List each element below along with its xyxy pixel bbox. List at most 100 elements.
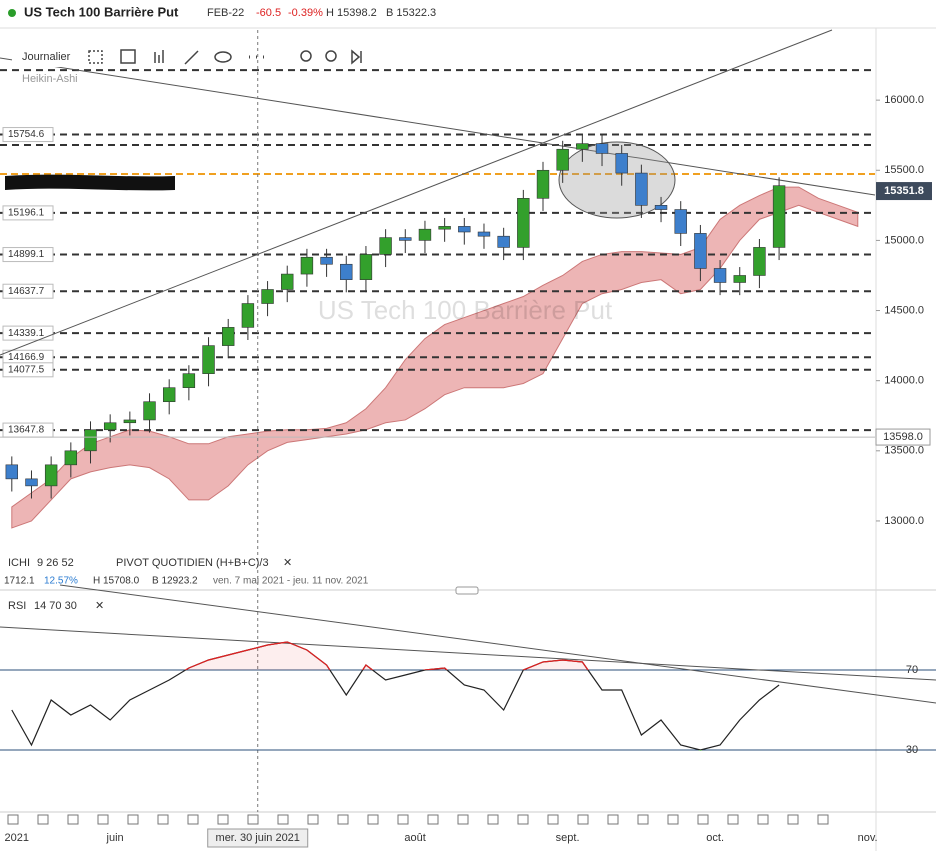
range: 1712.1 — [4, 576, 35, 587]
split-icon[interactable] — [120, 49, 136, 64]
draw-icon[interactable] — [184, 50, 199, 65]
last-price-label: 15351.8 — [884, 185, 924, 197]
trend-line — [0, 57, 876, 196]
change: -60.5 — [256, 7, 281, 19]
event-icon — [277, 814, 289, 825]
eye-icon[interactable] — [214, 51, 232, 63]
x-tick-label: juin — [106, 832, 124, 844]
x-tick-label: nov. — [858, 832, 878, 844]
ref-price-label: 13598.0 — [883, 431, 923, 443]
candle-body — [222, 327, 235, 346]
x-tick-label: août — [404, 832, 425, 844]
status-dot — [8, 9, 16, 17]
candle-body — [753, 247, 766, 276]
candle-body — [438, 226, 451, 230]
chart-style[interactable]: Heikin-Ashi — [22, 73, 78, 85]
candle-body — [182, 373, 196, 388]
crosshair-label: mer. 30 juin 2021 — [216, 832, 300, 844]
contract: FEB-22 — [207, 7, 244, 19]
period-high: H 15708.0 — [93, 576, 140, 587]
watermark: US Tech 100 Barrière Put — [318, 295, 613, 325]
y-tick-label: 13500.0 — [884, 445, 924, 457]
event-icon — [817, 814, 829, 825]
close-indicator[interactable]: ✕ — [95, 600, 104, 612]
event-icon — [127, 814, 139, 825]
change-pct: -0.39% — [288, 7, 323, 19]
candle-body — [379, 237, 392, 255]
candle-body — [517, 198, 530, 248]
candle-body — [84, 429, 97, 452]
rsi-params: 14 70 30 — [34, 600, 77, 612]
candle-body — [261, 289, 274, 304]
level-label-bg — [2, 362, 54, 378]
event-icon — [787, 814, 799, 825]
candle-body — [654, 205, 668, 210]
layout-icon[interactable] — [88, 50, 103, 64]
y-tick-label: 70 — [906, 664, 918, 676]
y-tick-label: 13000.0 — [884, 515, 924, 527]
event-icon — [7, 814, 19, 825]
candle-body — [733, 275, 746, 283]
zoom-in-icon[interactable] — [325, 50, 337, 62]
bars-icon[interactable] — [154, 50, 164, 63]
level-label: 15196.1 — [8, 208, 45, 219]
candle-body — [772, 185, 786, 248]
candle-body — [595, 143, 609, 154]
ichi-label: ICHI — [8, 557, 30, 569]
rsi-line — [11, 641, 780, 751]
event-icon — [427, 814, 439, 825]
rsi-title: RSI — [8, 600, 26, 612]
rsi-overbought-fill — [11, 642, 780, 670]
event-icon — [757, 814, 769, 825]
candle-body — [497, 235, 510, 248]
pivot-label: PIVOT QUOTIDIEN (H+B+C)/3 — [116, 557, 269, 569]
play-icon[interactable] — [351, 49, 362, 65]
trend-line — [0, 626, 936, 681]
candle-body — [143, 401, 156, 421]
candle-body — [162, 387, 176, 403]
candle-body — [713, 268, 727, 283]
candle-body — [418, 228, 432, 241]
close-indicator[interactable]: ✕ — [283, 557, 292, 569]
ref-price-tag — [875, 428, 931, 446]
price-panel: US Tech 100 Barrière Put 15754.6 15196.1 14… — [0, 29, 932, 848]
candle-body — [5, 464, 19, 480]
level-label-bg — [2, 283, 54, 299]
period-button[interactable]: Journalier — [22, 51, 71, 63]
ichi-params: 9 26 52 — [37, 557, 74, 569]
candle-body — [241, 303, 255, 328]
event-icon — [547, 814, 559, 825]
candle-body — [103, 422, 117, 431]
toolbar-icons — [88, 49, 362, 65]
y-tick-label: 15500.0 — [884, 164, 924, 176]
candle-body — [300, 256, 314, 275]
level-label-bg — [2, 247, 54, 263]
event-icon — [397, 814, 409, 825]
candle-body — [359, 254, 373, 280]
candle-body — [25, 478, 38, 487]
x-tick-label: sept. — [556, 832, 580, 844]
candle-body — [556, 148, 569, 171]
session-low: B 15322.3 — [386, 7, 436, 19]
y-tick-label: 16000.0 — [884, 94, 924, 106]
instrument-title: US Tech 100 Barrière Put — [24, 4, 179, 19]
event-icon — [67, 814, 79, 825]
event-icon — [667, 814, 679, 825]
resize-handle[interactable] — [455, 586, 479, 595]
candle-body — [615, 153, 628, 174]
zoom-out-icon[interactable] — [300, 50, 312, 62]
period-dates: ven. 7 mai 2021 - jeu. 11 nov. 2021 — [213, 576, 369, 587]
session-high: H 15398.2 — [326, 7, 377, 19]
level-label: 15754.6 — [8, 129, 45, 140]
candle-body — [320, 256, 333, 265]
trend-line — [59, 584, 936, 704]
candle-body — [340, 263, 353, 280]
toolbar-bg — [12, 45, 82, 67]
event-icon — [37, 814, 49, 825]
y-tick-label: 14000.0 — [884, 375, 924, 387]
candle-body — [477, 231, 491, 237]
candle-body — [399, 237, 412, 241]
x-tick-label: 2021 — [4, 832, 28, 844]
event-icon — [487, 814, 499, 825]
